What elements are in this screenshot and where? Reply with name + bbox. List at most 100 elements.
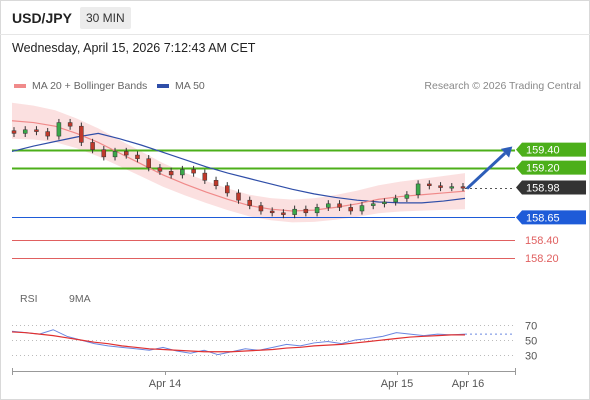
candle (449, 183, 455, 192)
candle (326, 200, 331, 211)
candle (236, 189, 241, 204)
datetime-label: Wednesday, April 15, 2026 7:12:43 AM CET (12, 41, 256, 55)
legend-9ma: 9MA (63, 293, 91, 305)
level-label-text: 159.20 (526, 163, 560, 175)
candle-body (168, 171, 174, 176)
candle-body (34, 129, 39, 132)
candle (460, 183, 466, 192)
legend-ma20: MA 20 + Bollinger Bands (14, 80, 147, 92)
candle-body (337, 203, 342, 208)
candle (359, 201, 365, 215)
legend-ma50: MA 50 (157, 80, 205, 92)
candle (202, 169, 208, 184)
candle-body (404, 194, 410, 199)
candle (314, 203, 320, 217)
credit-text: Research © 2026 Trading Central (424, 80, 581, 92)
candle (438, 182, 443, 192)
level-label-box (516, 180, 586, 195)
level-label-158.98: 158.98 (516, 180, 586, 195)
x-tick-label: Apr 15 (381, 378, 413, 390)
candle-body (11, 130, 17, 134)
candle-body (303, 208, 309, 214)
candle-body (247, 199, 252, 206)
candle (79, 122, 84, 147)
candle (22, 126, 28, 137)
level-label-box (516, 210, 586, 225)
ma20-swatch (14, 84, 26, 88)
level-label-158.20: 158.20 (525, 253, 559, 265)
candle (337, 200, 342, 211)
candle-body (67, 122, 73, 127)
level-label-159.40: 159.40 (516, 142, 586, 157)
ma50-line (11, 132, 466, 204)
candle-body (236, 192, 241, 201)
rsi-tick-label: 50 (525, 336, 537, 348)
candle-body (292, 208, 297, 215)
rsi-line (11, 329, 466, 356)
candle (213, 176, 219, 190)
candle-body (180, 169, 185, 176)
candle (247, 196, 252, 210)
candle (56, 118, 62, 140)
candle (90, 138, 95, 154)
candle-body (202, 172, 208, 181)
candle-body (427, 183, 432, 186)
x-tick-label: Apr 16 (452, 378, 484, 390)
header-separator (0, 34, 590, 35)
candle (427, 180, 432, 190)
candle-body (460, 186, 466, 189)
legend-9ma-label: 9MA (69, 293, 91, 305)
candle-body (135, 154, 140, 159)
candle (269, 207, 275, 217)
candle (124, 147, 129, 159)
level-label-text: 158.20 (525, 253, 559, 265)
candle (348, 203, 353, 215)
rsi-tick-label: 30 (525, 351, 537, 363)
candle-body (359, 205, 365, 212)
ma50-swatch (157, 84, 169, 88)
level-label-box (516, 142, 586, 157)
candle-body (45, 131, 50, 137)
candle-body (146, 158, 151, 168)
candle (168, 167, 174, 179)
candle-body (213, 180, 219, 186)
candle (258, 201, 264, 215)
candle (101, 146, 107, 161)
candle (135, 151, 140, 163)
candle (292, 205, 297, 219)
legend-ma50-label: MA 50 (175, 80, 205, 92)
candle-body (101, 149, 107, 158)
rsi-tick-label: 70 (525, 321, 537, 333)
symbol-title: USD/JPY (12, 10, 72, 26)
candle-body (370, 203, 376, 206)
candle (281, 209, 286, 219)
forecast-arrow-shaft (465, 152, 507, 190)
candle-body (326, 203, 331, 208)
candle (303, 205, 309, 217)
level-label-box (516, 160, 586, 175)
candle (11, 127, 17, 137)
candle-body (22, 129, 28, 134)
candle (404, 191, 410, 202)
legend-rsi-label: RSI (20, 293, 38, 305)
candle-body (56, 122, 62, 137)
candle-body (449, 186, 455, 189)
candle (180, 165, 185, 179)
timeframe-button[interactable]: 30 MIN (80, 7, 131, 29)
level-label-159.20: 159.20 (516, 160, 586, 175)
candle (112, 147, 118, 161)
candle (45, 127, 50, 140)
candle (225, 182, 230, 197)
x-tick-label: Apr 14 (149, 378, 181, 390)
candle-body (258, 205, 264, 212)
candle-body (191, 169, 196, 174)
candle-body (79, 125, 84, 143)
candle (34, 126, 39, 136)
forecast-arrow-head (500, 146, 513, 158)
candle-body (225, 185, 230, 194)
candle-body (281, 212, 286, 215)
level-label-text: 158.98 (526, 183, 560, 195)
candle (415, 180, 421, 199)
candle-body (382, 201, 387, 205)
